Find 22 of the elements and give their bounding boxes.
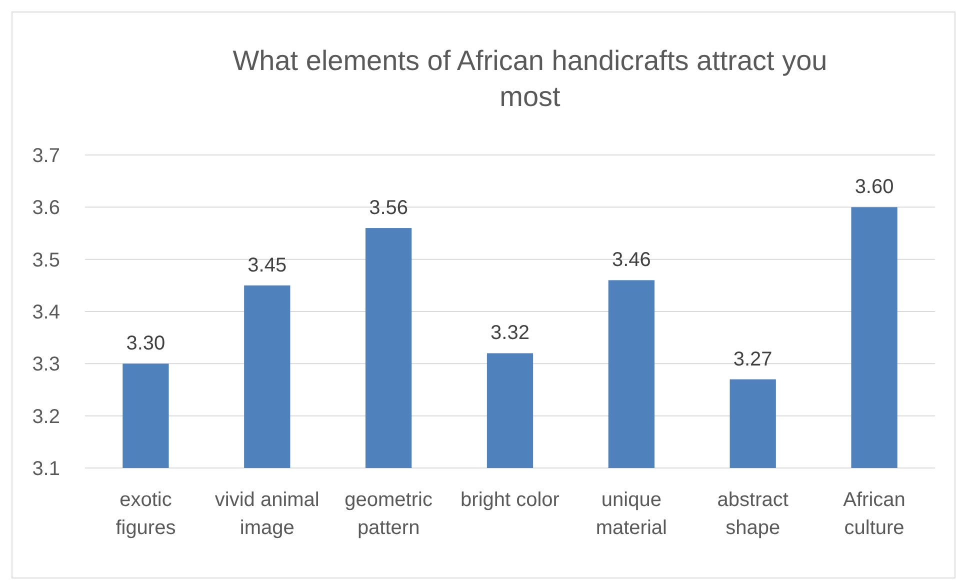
data-label: 3.45 [248, 254, 287, 276]
x-tick-label: geometric pattern [344, 489, 432, 539]
data-label: 3.46 [612, 249, 651, 272]
chart-title: What elements of African handicrafts attract you most [232, 45, 828, 112]
x-tick-label: bright color [460, 489, 560, 511]
data-label: 3.56 [369, 197, 408, 220]
x-tick-label: vivid animal image [214, 489, 320, 539]
y-tick-label: 3.4 [32, 302, 60, 324]
x-tick-label: exotic figures [116, 489, 176, 539]
x-tick-label: abstract shape [717, 489, 789, 539]
y-tick-label: 3.1 [32, 458, 60, 480]
y-tick-label: 3.2 [32, 406, 60, 428]
data-label: 3.27 [733, 348, 772, 370]
data-label: 3.30 [126, 332, 166, 355]
data-label: 3.32 [490, 322, 530, 344]
x-tick-label: unique material [596, 489, 667, 539]
y-tick-label: 3.7 [32, 145, 60, 167]
x-tick-label: African culture [843, 489, 906, 539]
y-tick-label: 3.3 [32, 354, 60, 376]
y-tick-label: 3.6 [32, 197, 60, 220]
y-tick-label: 3.5 [32, 249, 60, 272]
data-label: 3.60 [854, 176, 894, 198]
